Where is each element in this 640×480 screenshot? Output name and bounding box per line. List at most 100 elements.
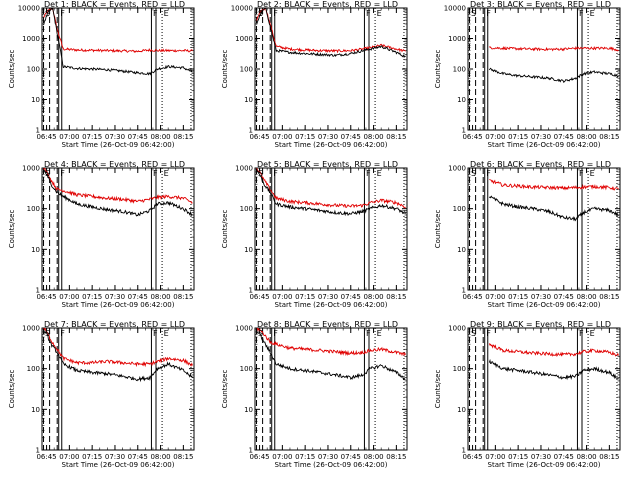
y-tick-label: 1000 <box>448 35 466 43</box>
x-tick-label: 06:45 <box>249 133 269 141</box>
x-tick-label: 06:45 <box>36 453 56 461</box>
lld-series-line <box>43 8 193 54</box>
chart-title: Det 4: BLACK = Events, RED = LLD <box>44 160 185 169</box>
marker-annotation: E <box>164 169 169 178</box>
y-axis-label: Counts/sec <box>8 50 16 89</box>
plot-frame <box>41 327 195 451</box>
x-tick-label: 08:00 <box>363 293 383 301</box>
chart-title: Det 7: BLACK = Events, RED = LLD <box>44 320 185 329</box>
x-tick-label: 07:15 <box>82 293 102 301</box>
x-tick-label: 07:45 <box>128 293 148 301</box>
lld-series-line <box>43 328 193 368</box>
x-axis-label: Start Time (26-Oct-09 06:42:00) <box>275 301 388 309</box>
x-tick-label: 07:15 <box>295 133 315 141</box>
y-tick-label: 100 <box>453 205 466 213</box>
y-tick-label: 1000 <box>235 325 253 333</box>
chart-svg: Det 2: BLACK = Events, RED = LLD 1 10 100 10… <box>221 0 408 149</box>
x-tick-label: 08:00 <box>363 133 383 141</box>
marker-annotation: F <box>153 329 158 338</box>
x-tick-label: 06:45 <box>249 453 269 461</box>
marker-annotation: F <box>579 9 584 18</box>
events-series-line <box>488 67 619 84</box>
marker-annotation: F <box>486 169 491 178</box>
detector-panel-5: Det 5: BLACK = Events, RED = LLD 1 10 100 10… <box>213 160 426 320</box>
marker-annotation: E <box>590 169 595 178</box>
chart-svg: Det 1: BLACK = Events, RED = LLD 1 10 100 10… <box>8 0 195 149</box>
x-tick-label: 08:15 <box>173 133 193 141</box>
lld-series-line <box>488 343 619 357</box>
lld-series-line <box>489 179 619 191</box>
chart-svg: Det 6: BLACK = Events, RED = LLD 1 10 100 10… <box>434 160 621 309</box>
x-tick-label: 07:00 <box>272 293 292 301</box>
x-tick-label: 07:00 <box>272 453 292 461</box>
y-tick-label: 10000 <box>444 5 466 13</box>
y-axis-label: Counts/sec <box>434 370 442 409</box>
marker-annotation: E <box>377 329 382 338</box>
y-tick-label: 10 <box>31 406 40 414</box>
events-series-line <box>256 8 406 59</box>
x-tick-label: 07:30 <box>105 293 125 301</box>
marker-annotation: S <box>258 169 263 178</box>
y-tick-label: 100 <box>240 66 253 74</box>
y-tick-label: 1 <box>36 287 40 295</box>
x-tick-label: 06:45 <box>36 133 56 141</box>
y-axis-label: Counts/sec <box>221 370 229 409</box>
x-tick-label: 08:15 <box>386 133 406 141</box>
plot-frame <box>254 7 408 131</box>
y-tick-label: 10 <box>31 96 40 104</box>
y-tick-label: 10 <box>244 406 253 414</box>
x-tick-label: 07:45 <box>341 133 361 141</box>
chart-svg: Det 8: BLACK = Events, RED = LLD 1 10 100 10… <box>221 320 408 469</box>
y-tick-label: 1000 <box>448 325 466 333</box>
plot-frame <box>254 327 408 451</box>
marker-annotation: E <box>377 9 382 18</box>
marker-annotation: S <box>471 9 476 18</box>
y-tick-label: 1000 <box>22 165 40 173</box>
x-tick-label: 08:15 <box>386 453 406 461</box>
x-tick-label: 08:15 <box>599 133 619 141</box>
marker-annotation: E <box>164 329 169 338</box>
y-tick-label: 1 <box>36 447 40 455</box>
chart-title: Det 5: BLACK = Events, RED = LLD <box>257 160 398 169</box>
x-tick-label: 08:00 <box>150 453 170 461</box>
y-tick-label: 10 <box>31 246 40 254</box>
x-tick-label: 07:00 <box>59 133 79 141</box>
x-tick-label: 07:30 <box>531 133 551 141</box>
marker-annotation: F <box>273 9 278 18</box>
y-tick-label: 1 <box>462 447 466 455</box>
x-axis-label: Start Time (26-Oct-09 06:42:00) <box>62 301 175 309</box>
chart-title: Det 1: BLACK = Events, RED = LLD <box>44 0 185 9</box>
x-tick-label: 07:45 <box>128 133 148 141</box>
marker-annotation: F <box>273 169 278 178</box>
marker-annotation: F <box>579 329 584 338</box>
chart-title: Det 6: BLACK = Events, RED = LLD <box>470 160 611 169</box>
x-tick-label: 07:30 <box>105 453 125 461</box>
detector-panel-3: Det 3: BLACK = Events, RED = LLD 1 10 100 10… <box>426 0 639 160</box>
x-tick-label: 08:00 <box>363 453 383 461</box>
marker-annotation: E <box>164 9 169 18</box>
x-tick-label: 07:15 <box>508 453 528 461</box>
chart-svg: Det 9: BLACK = Events, RED = LLD 1 10 100 10… <box>434 320 621 469</box>
x-tick-label: 07:15 <box>508 133 528 141</box>
y-tick-label: 1 <box>462 127 466 135</box>
detector-panel-7: Det 7: BLACK = Events, RED = LLD 1 10 100 10… <box>0 320 213 480</box>
marker-annotation: F <box>60 329 65 338</box>
y-tick-label: 10 <box>457 96 466 104</box>
y-tick-label: 1 <box>249 127 253 135</box>
events-series-line <box>256 329 406 381</box>
x-tick-label: 07:00 <box>272 133 292 141</box>
x-tick-label: 08:15 <box>386 293 406 301</box>
x-tick-label: 07:45 <box>128 453 148 461</box>
plot-frame <box>467 327 621 451</box>
x-tick-label: 06:45 <box>462 293 482 301</box>
y-tick-label: 100 <box>27 205 40 213</box>
x-tick-label: 07:00 <box>485 133 505 141</box>
y-tick-label: 10 <box>457 246 466 254</box>
plot-frame <box>41 167 195 291</box>
y-tick-label: 10 <box>244 246 253 254</box>
x-axis-label: Start Time (26-Oct-09 06:42:00) <box>488 461 601 469</box>
marker-annotation: S <box>471 169 476 178</box>
x-tick-label: 07:15 <box>295 453 315 461</box>
x-tick-label: 07:15 <box>508 293 528 301</box>
x-tick-label: 07:00 <box>59 293 79 301</box>
